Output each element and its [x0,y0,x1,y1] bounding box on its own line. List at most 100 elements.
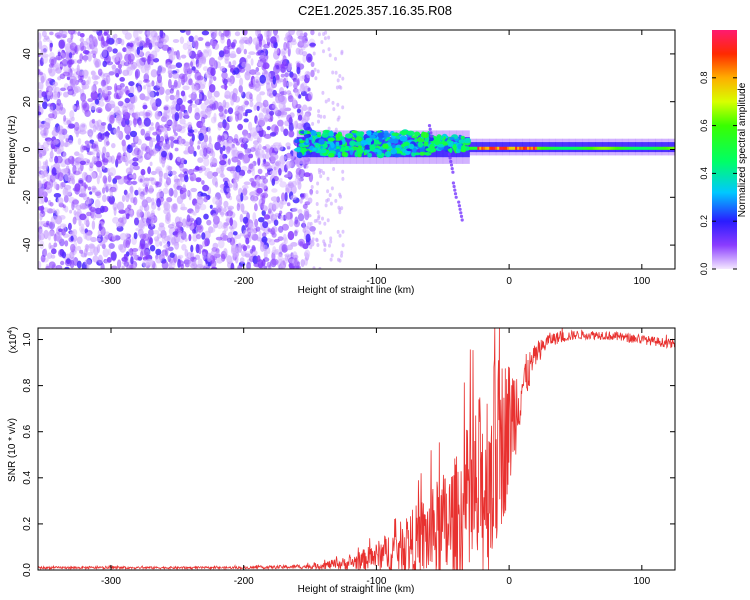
snr-y-tick-label: 1.0 [22,332,33,346]
spectrogram-noise-cell [272,169,278,178]
spectrogram-noise-cell [278,78,284,83]
spectrogram-noise-cell [60,260,65,266]
spectrogram-noise-cell [143,85,147,90]
spectrogram-noise-cell [179,36,185,44]
spectrogram-noise-cell [107,90,112,96]
spectrogram-noise-cell [102,248,109,258]
spectrogram-noise-cell [195,97,200,105]
spectrogram-noise-cell [175,103,181,112]
spectrogram-carrier-line-cell [558,146,562,150]
spectrogram-noise-cell [142,96,150,101]
spectrogram-noise-cell [289,258,295,264]
spectrogram-noise-cell [179,118,186,125]
spectrogram-noise-cell [128,81,135,87]
spectrogram-noise-cell [82,192,88,201]
spectrogram-x-tick-label: -200 [234,276,254,287]
spectrogram-noise-cell [280,125,285,132]
spectrogram-noise-cell [173,79,178,88]
spectrogram-noise-cell [313,67,317,72]
spectrogram-noise-cell [49,174,56,183]
spectrogram-carrier-cell [345,134,353,138]
spectrogram-carrier-line-cell [564,146,568,150]
spectrogram-noise-cell [237,264,243,269]
spectrogram-noise-cell [272,200,280,210]
spectrogram-noise-cell [131,180,138,185]
spectrogram-noise-cell [263,249,268,259]
spectrogram-noise-cell [55,155,63,164]
spectrogram-noise-cell [51,208,56,214]
spectrogram-noise-cell [222,230,227,236]
spectrogram-noise-cell [192,228,197,234]
spectrogram-noise-cell [81,41,89,46]
spectrogram-noise-cell [268,30,273,37]
spectrogram-noise-cell [126,66,132,72]
spectrogram-carrier-cell [440,135,445,139]
spectrogram-carrier-line-cell [636,146,639,150]
spectrogram-noise-cell [241,184,249,190]
spectrogram-noise-cell [38,103,41,108]
spectrogram-noise-cell [286,81,293,87]
spectrogram-noise-cell [171,100,177,106]
spectrogram-noise-cell [257,156,261,166]
spectrogram-noise-cell [127,204,132,209]
spectrogram-noise-cell [267,247,271,255]
spectrogram-noise-cell [209,204,213,209]
spectrogram-noise-cell [273,30,278,36]
colorbar: 0.0 0.2 0.4 0.6 0.8 Normalized spectral ampl… [699,30,748,275]
spectrogram-noise-cell [64,172,70,182]
spectrogram-noise-cell [327,35,331,40]
spectrogram-noise-cell [46,252,53,259]
spectrogram-noise-cell [247,169,252,174]
spectrogram-carrier-line-cell [544,146,548,150]
spectrogram-carrier-cell [382,143,389,149]
spectrogram-noise-cell [297,238,305,247]
spectrogram-noise-cell [98,223,102,232]
spectrogram-noise-cell [64,258,72,267]
spectrogram-noise-cell [238,66,246,73]
spectrogram-noise-cell [311,121,315,126]
spectrogram-noise-cell [39,228,44,236]
spectrogram-carrier-cell [328,131,334,137]
spectrogram-noise-cell [322,239,326,244]
spectrogram-noise-cell [128,92,134,98]
spectrogram-noise-cell [49,31,54,36]
spectrogram-noise-cell [94,191,101,197]
spectrogram-noise-cell [225,146,231,155]
spectrogram-noise-cell [211,40,217,48]
spectrogram-carrier-line-cell [509,146,512,150]
spectrogram-carrier-cell [383,133,392,138]
spectrogram-noise-cell [341,176,345,181]
spectrogram-streak-cell [454,195,458,199]
spectrogram-streak-cell [453,188,457,192]
spectrogram-noise-cell [185,30,191,36]
spectrogram-noise-cell [264,76,272,85]
spectrogram-streak-cell [447,152,451,156]
spectrogram-noise-cell [210,156,216,165]
spectrogram-noise-cell [297,209,303,215]
spectrogram-noise-cell [270,36,277,44]
spectrogram-carrier-cell [391,144,396,149]
spectrogram-noise-cell [232,138,239,144]
spectrogram-noise-cell [288,262,294,269]
spectrogram-noise-cell [49,245,55,249]
spectrogram-noise-cell [109,200,115,205]
spectrogram-noise-cell [310,30,315,36]
spectrogram-noise-cell [56,109,61,115]
spectrogram-carrier-line-cell [614,146,617,150]
spectrogram-noise-cell [137,187,142,196]
spectrogram-noise-cell [202,251,207,261]
spectrogram-noise-cell [296,66,301,75]
spectrogram-noise-cell [317,216,321,221]
spectrogram-noise-cell [104,30,110,35]
spectrogram-noise-cell [173,189,178,198]
spectrogram-noise-cell [261,236,268,243]
spectrogram-noise-cell [258,112,264,121]
spectrogram-noise-cell [279,264,285,269]
spectrogram-noise-cell [113,92,120,100]
spectrogram-noise-cell [86,264,90,269]
spectrogram-noise-cell [103,72,111,78]
spectrogram-noise-cell [251,196,258,203]
spectrogram-noise-cell [299,75,305,82]
spectrogram-noise-cell [234,31,241,37]
